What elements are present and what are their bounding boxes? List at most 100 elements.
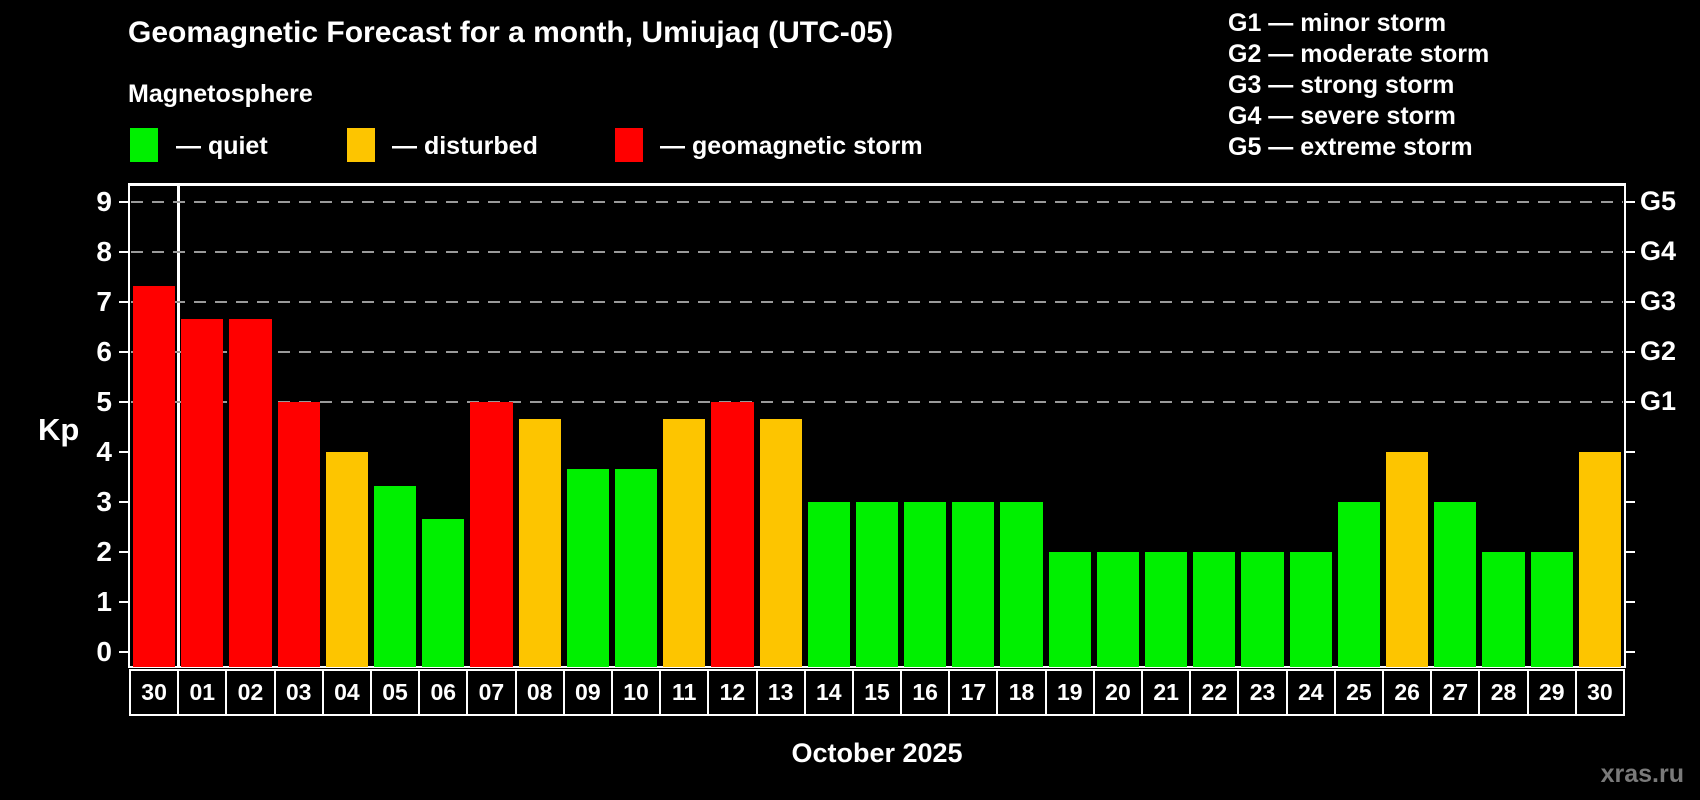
bar-day-03 — [277, 402, 320, 667]
day-label-29: 29 — [1526, 669, 1577, 716]
legend-swatch-disturbed — [347, 128, 375, 162]
y-tick-1 — [119, 601, 128, 603]
day-label-19: 19 — [1044, 669, 1095, 716]
right-axis-label-G1: G1 — [1640, 386, 1677, 416]
right-tick-1 — [1626, 601, 1635, 603]
bar-day-12 — [711, 402, 754, 667]
day-label-14: 14 — [803, 669, 854, 716]
bar-day-17 — [952, 502, 995, 667]
day-label-25: 25 — [1333, 669, 1385, 716]
y-tick-5 — [119, 401, 128, 403]
y-tick-6 — [119, 351, 128, 353]
right-tick-9 — [1626, 201, 1635, 203]
storm-scale-item: G5 — extreme storm — [1228, 133, 1473, 161]
storm-scale-item: G1 — minor storm — [1228, 9, 1447, 37]
day-label-06: 06 — [418, 669, 469, 716]
bar-day-18 — [1000, 502, 1043, 667]
bar-day-06 — [422, 518, 465, 667]
day-label-21: 21 — [1141, 669, 1192, 716]
bar-day-05 — [373, 485, 417, 667]
y-tick-8 — [119, 251, 128, 253]
right-tick-6 — [1626, 351, 1635, 353]
day-label-12: 12 — [707, 669, 758, 716]
day-label-09: 09 — [562, 669, 613, 716]
day-label-17: 17 — [948, 669, 999, 716]
day-label-08: 08 — [514, 669, 565, 716]
bar-day-26 — [1386, 452, 1429, 667]
bar-day-02 — [229, 318, 272, 667]
day-label-07: 07 — [466, 669, 517, 716]
right-tick-2 — [1626, 551, 1635, 553]
bar-day-16 — [904, 502, 947, 667]
bar-day-27 — [1434, 502, 1477, 667]
bar-day-14 — [807, 502, 850, 667]
y-tick-label-6: 6 — [96, 336, 112, 367]
legend-label-disturbed: — disturbed — [392, 132, 538, 160]
chart-title: Geomagnetic Forecast for a month, Umiuja… — [128, 16, 894, 49]
right-axis-line — [1624, 183, 1626, 667]
bar-day-30 — [1578, 452, 1621, 667]
right-tick-3 — [1626, 501, 1635, 503]
legend-label-quiet: — quiet — [176, 132, 268, 160]
legend-swatch-storm — [615, 128, 643, 162]
y-axis-line — [128, 183, 130, 667]
gridline-kp5 — [131, 401, 1623, 403]
bar-day-25 — [1337, 502, 1381, 667]
day-label-01: 01 — [177, 669, 228, 716]
right-axis-label-G3: G3 — [1640, 286, 1677, 316]
bar-day-01 — [181, 318, 224, 667]
day-label-24: 24 — [1285, 669, 1336, 716]
day-label-03: 03 — [273, 669, 324, 716]
day-label-13: 13 — [755, 669, 806, 716]
right-tick-4 — [1626, 451, 1635, 453]
bar-day-20 — [1096, 552, 1140, 667]
y-tick-label-5: 5 — [96, 386, 112, 417]
bar-day-07 — [470, 402, 513, 667]
y-tick-label-2: 2 — [96, 536, 112, 567]
y-tick-label-7: 7 — [96, 286, 112, 317]
day-label-10: 10 — [610, 669, 662, 716]
x-axis-title: October 2025 — [791, 738, 963, 768]
day-label-11: 11 — [659, 669, 710, 716]
y-tick-2 — [119, 551, 128, 553]
gridline-kp7 — [131, 301, 1623, 303]
right-tick-8 — [1626, 251, 1635, 253]
bar-day-10 — [614, 468, 658, 667]
gridline-kp6 — [131, 351, 1623, 353]
day-label-28: 28 — [1478, 669, 1529, 716]
legend-swatch-quiet — [130, 128, 158, 162]
bar-day-29 — [1530, 552, 1573, 667]
bar-day-21 — [1145, 552, 1188, 667]
y-tick-label-4: 4 — [96, 436, 112, 467]
y-tick-4 — [119, 451, 128, 453]
watermark: xras.ru — [1600, 760, 1684, 788]
bar-day-09 — [566, 468, 609, 667]
bar-day-30 — [133, 285, 176, 667]
day-label-30-prev-month: 30 — [129, 669, 180, 716]
day-label-20: 20 — [1092, 669, 1144, 716]
bar-day-11 — [663, 418, 706, 667]
chart-subtitle: Magnetosphere — [128, 80, 313, 108]
right-tick-0 — [1626, 651, 1635, 653]
y-tick-label-3: 3 — [96, 486, 112, 517]
day-label-02: 02 — [225, 669, 276, 716]
day-label-23: 23 — [1237, 669, 1288, 716]
bar-day-22 — [1193, 552, 1236, 667]
day-label-26: 26 — [1382, 669, 1433, 716]
right-tick-7 — [1626, 301, 1635, 303]
y-tick-label-0: 0 — [96, 636, 112, 667]
y-tick-3 — [119, 501, 128, 503]
bar-day-23 — [1241, 552, 1284, 667]
day-label-27: 27 — [1430, 669, 1481, 716]
gridline-kp8 — [131, 251, 1623, 253]
day-label-15: 15 — [851, 669, 903, 716]
bar-day-24 — [1289, 552, 1332, 667]
day-label-30: 30 — [1574, 669, 1625, 716]
y-tick-label-9: 9 — [96, 186, 112, 217]
y-tick-7 — [119, 301, 128, 303]
right-axis-label-G4: G4 — [1640, 236, 1677, 266]
right-tick-5 — [1626, 401, 1635, 403]
day-label-18: 18 — [996, 669, 1047, 716]
bar-day-19 — [1048, 552, 1091, 667]
x-axis-baseline — [128, 666, 1626, 668]
